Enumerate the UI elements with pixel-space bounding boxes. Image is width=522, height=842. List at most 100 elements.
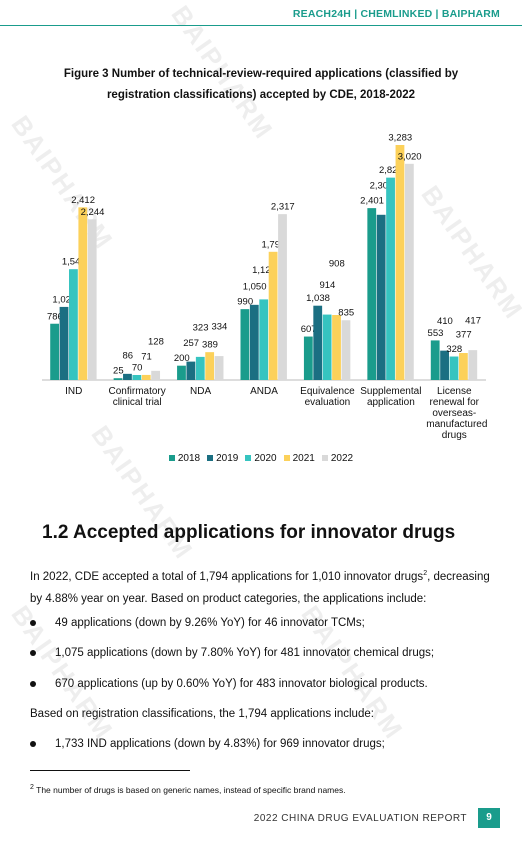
bar bbox=[240, 309, 250, 380]
data-label: 3,283 bbox=[388, 133, 412, 144]
legend-item: 2019 bbox=[207, 453, 238, 464]
data-label: 71 bbox=[141, 351, 152, 362]
bullet-text: 1,075 applications (down by 7.80% YoY) f… bbox=[55, 647, 435, 659]
bar bbox=[59, 306, 69, 380]
data-label: 2,317 bbox=[271, 202, 295, 213]
text: In 2022, CDE accepted a total of 1,794 a… bbox=[30, 570, 424, 583]
data-label: 2,412 bbox=[71, 195, 95, 206]
bar bbox=[141, 374, 151, 380]
bar bbox=[268, 251, 278, 380]
data-label: 553 bbox=[428, 328, 444, 339]
data-label: 2,308 bbox=[370, 180, 394, 191]
data-label: 990 bbox=[237, 297, 253, 308]
legend-swatch bbox=[207, 455, 214, 461]
data-label: 1,021 bbox=[52, 294, 76, 305]
bullet: 1,075 applications (down by 7.80% YoY) f… bbox=[30, 642, 434, 664]
data-label: 86 bbox=[122, 350, 133, 361]
data-label: 1,548 bbox=[62, 257, 86, 268]
bullet: 670 applications (up by 0.60% YoY) for 4… bbox=[30, 673, 428, 695]
data-label: 2,827 bbox=[379, 165, 403, 176]
bar bbox=[313, 305, 323, 380]
data-label: 2,401 bbox=[360, 196, 384, 207]
figure-title: Figure 3 Number of technical-review-requ… bbox=[63, 68, 459, 101]
bullet: 1,733 IND applications (down by 4.83%) f… bbox=[30, 733, 385, 755]
data-label: 1,038 bbox=[306, 293, 330, 304]
bar bbox=[386, 177, 395, 380]
legend-item: 2022 bbox=[321, 453, 354, 464]
bar bbox=[430, 340, 440, 380]
bar bbox=[303, 336, 313, 380]
data-label: 389 bbox=[202, 340, 218, 351]
bar bbox=[376, 214, 386, 380]
bar bbox=[458, 353, 468, 380]
category-label: Confirmatory clinical trial bbox=[108, 386, 166, 408]
data-label: 323 bbox=[193, 322, 209, 333]
header-rule bbox=[0, 25, 522, 26]
data-label: 786 bbox=[47, 311, 63, 322]
bar bbox=[123, 373, 132, 380]
data-label: 835 bbox=[338, 308, 354, 319]
bar bbox=[113, 378, 123, 380]
legend: 2018 2019 2020 2021 2022 bbox=[0, 453, 522, 464]
data-label: 607 bbox=[301, 324, 317, 335]
bullet-text: 670 applications (up by 0.60% YoY) for 4… bbox=[55, 678, 428, 690]
bar bbox=[50, 323, 60, 380]
data-label: 257 bbox=[183, 338, 199, 349]
footnote: 2 The number of drugs is based on generi… bbox=[30, 784, 346, 795]
bar bbox=[332, 315, 341, 380]
legend-item: 2018 bbox=[168, 453, 201, 464]
category-label: IND bbox=[65, 386, 83, 397]
header-brand: REACH24H | CHEMLINKED | BAIPHARM bbox=[292, 8, 500, 20]
data-label: 328 bbox=[446, 344, 462, 355]
data-label: 1,791 bbox=[262, 239, 286, 250]
bar bbox=[468, 350, 478, 380]
legend-label: 2019 bbox=[216, 453, 239, 464]
bar bbox=[177, 365, 186, 380]
bar bbox=[78, 207, 88, 380]
legend-label: 2021 bbox=[292, 453, 315, 464]
legend-item: 2020 bbox=[245, 453, 277, 464]
bar bbox=[367, 208, 377, 380]
bar bbox=[205, 352, 215, 380]
legend-swatch bbox=[168, 455, 175, 461]
data-label: 1,126 bbox=[252, 265, 276, 276]
bar bbox=[195, 356, 205, 380]
bar bbox=[449, 356, 459, 380]
footnote-rule bbox=[30, 770, 190, 771]
data-label: 70 bbox=[132, 363, 143, 374]
bar bbox=[404, 163, 414, 380]
bar bbox=[395, 145, 405, 380]
legend-label: 2022 bbox=[330, 453, 354, 464]
bar bbox=[214, 356, 224, 380]
bar bbox=[278, 214, 287, 380]
data-label: 3,020 bbox=[398, 151, 422, 162]
data-label: 128 bbox=[148, 336, 164, 347]
section-heading: 1.2 Accepted applications for innovator … bbox=[42, 522, 456, 543]
bar bbox=[87, 219, 97, 380]
data-label: 334 bbox=[211, 322, 227, 333]
footnote-text: The number of drugs is based on generic … bbox=[36, 784, 346, 795]
legend-swatch bbox=[321, 455, 328, 461]
footer-title: 2022 CHINA DRUG EVALUATION REPORT bbox=[253, 813, 467, 824]
data-label: 377 bbox=[456, 330, 472, 341]
legend-swatch bbox=[283, 455, 290, 461]
category-label: License renewal for overseas-manufacture… bbox=[426, 386, 488, 441]
page-number: 9 bbox=[478, 808, 500, 828]
data-label: 2,244 bbox=[81, 207, 105, 218]
legend-label: 2018 bbox=[177, 453, 201, 464]
category-label: Supplemental application bbox=[360, 386, 422, 408]
bullet-text: 49 applications (down by 9.26% YoY) for … bbox=[55, 617, 365, 629]
bar bbox=[249, 304, 259, 380]
text: , decreasing by 4.88% year on year. Base… bbox=[30, 570, 490, 605]
bar bbox=[132, 374, 142, 380]
bar bbox=[440, 350, 449, 380]
paragraph: Based on registration classifications, t… bbox=[30, 708, 374, 720]
footnote-ref: 2 bbox=[423, 570, 428, 577]
data-label: 914 bbox=[319, 280, 335, 291]
data-label: 908 bbox=[329, 259, 345, 270]
bar bbox=[186, 361, 196, 380]
data-label: 417 bbox=[465, 316, 481, 327]
bullet: 49 applications (down by 9.26% YoY) for … bbox=[30, 612, 365, 634]
